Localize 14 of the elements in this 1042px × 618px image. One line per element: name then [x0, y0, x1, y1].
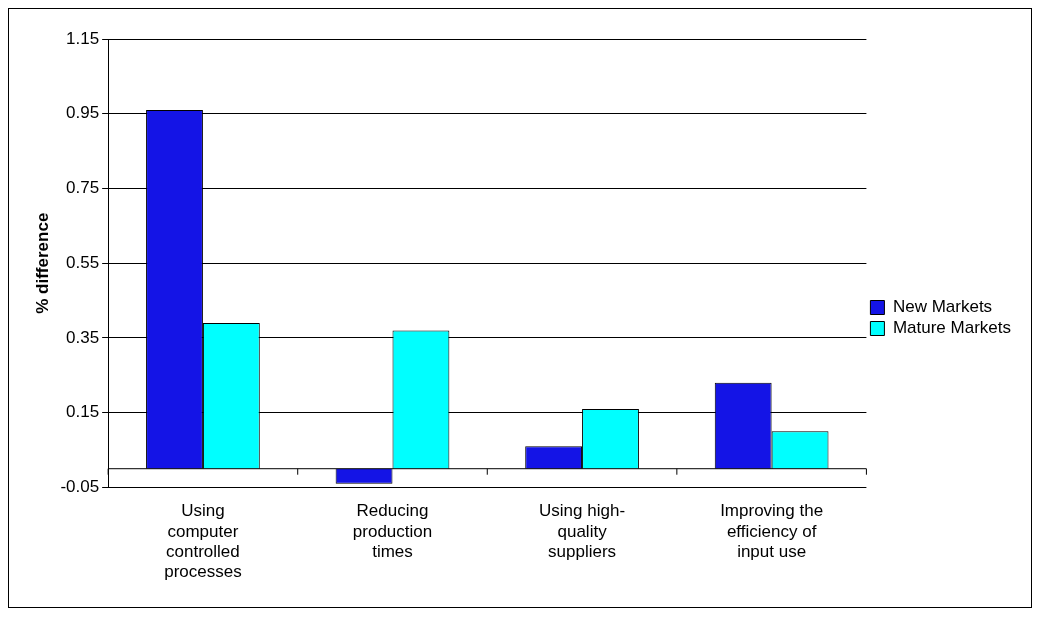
- x-tick-label: Improving the efficiency of input use: [720, 501, 824, 562]
- y-tick-label: 0.75: [66, 178, 100, 198]
- y-tick-label: 0.35: [66, 327, 100, 347]
- x-tick-label: Using computer controlled processes: [164, 501, 242, 582]
- y-tick-label: -0.05: [60, 477, 100, 497]
- legend-label: Mature Markets: [892, 318, 1012, 338]
- legend-label: New Markets: [892, 297, 993, 317]
- y-tick-label: 0.15: [66, 402, 100, 422]
- y-tick-label: 1.15: [66, 28, 100, 48]
- x-tick-label: Using high-quality suppliers: [539, 501, 626, 562]
- y-tick-label: 0.55: [66, 252, 100, 272]
- x-tick-label: Reducing production times: [352, 501, 433, 562]
- y-tick-label: 0.95: [66, 103, 100, 123]
- y-axis-title: % difference: [32, 212, 52, 314]
